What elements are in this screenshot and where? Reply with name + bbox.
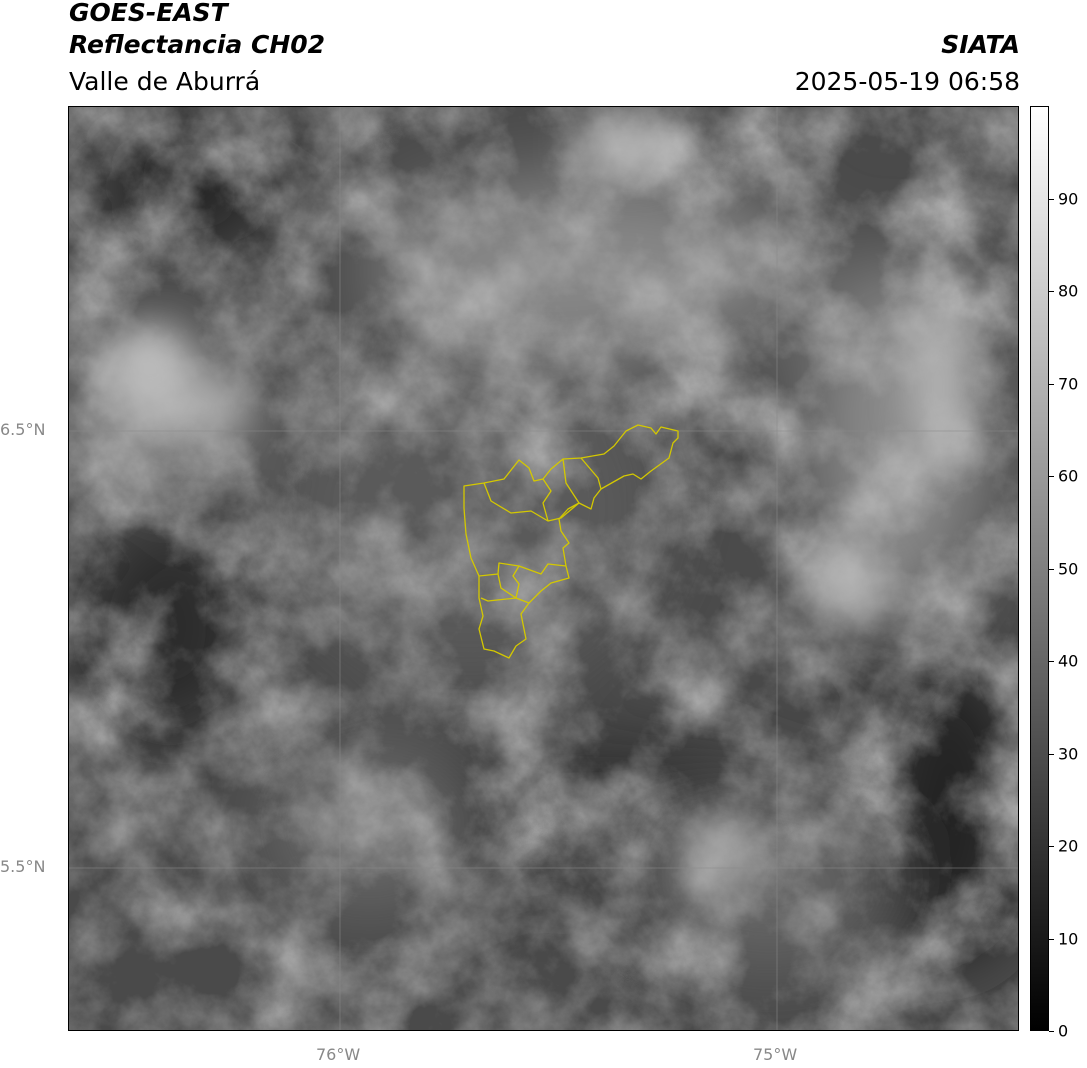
lat-label-5.5: 5.5°N bbox=[0, 857, 46, 876]
colorbar-tick bbox=[1049, 753, 1054, 755]
datetime-label: 2025-05-19 06:58 bbox=[794, 67, 1020, 96]
colorbar-tick bbox=[1049, 846, 1054, 847]
lon-label-75: 75°W bbox=[753, 1045, 798, 1064]
colorbar-tick bbox=[1049, 661, 1054, 662]
colorbar-tick-label: 40 bbox=[1058, 651, 1079, 671]
colorbar-tick-label: 80 bbox=[1058, 281, 1079, 301]
colorbar-tick bbox=[1049, 568, 1054, 570]
colorbar-tick-label: 90 bbox=[1058, 189, 1079, 208]
colorbar-tick bbox=[1049, 1031, 1054, 1032]
colorbar-tick-label: 60 bbox=[1058, 466, 1079, 486]
lat-label-6.5: 6.5°N bbox=[0, 420, 46, 439]
colorbar-tick bbox=[1049, 938, 1054, 940]
colorbar-tick bbox=[1049, 291, 1054, 292]
colorbar-tick-label: 10 bbox=[1058, 929, 1079, 948]
product-title: Reflectancia CH02 bbox=[69, 30, 326, 59]
colorbar bbox=[1030, 106, 1049, 1031]
colorbar-tick-label: 50 bbox=[1058, 559, 1079, 578]
colorbar-tick bbox=[1049, 383, 1054, 385]
municipality-boundaries bbox=[463, 424, 679, 659]
region-label: Valle de Aburrá bbox=[69, 67, 261, 96]
colorbar-tick-label: 0 bbox=[1058, 1021, 1069, 1041]
satellite-title: GOES-EAST bbox=[69, 0, 228, 27]
colorbar-tick-label: 70 bbox=[1058, 374, 1079, 393]
colorbar-tick bbox=[1049, 476, 1054, 477]
gridlines bbox=[69, 107, 1018, 1030]
satellite-map bbox=[68, 106, 1019, 1031]
colorbar-tick-label: 30 bbox=[1058, 744, 1079, 763]
cloud-imagery bbox=[69, 107, 1018, 1030]
organization-label: SIATA bbox=[941, 30, 1020, 59]
colorbar-tick-label: 20 bbox=[1058, 836, 1079, 856]
lon-label-76: 76°W bbox=[316, 1045, 361, 1064]
colorbar-tick bbox=[1049, 198, 1054, 200]
